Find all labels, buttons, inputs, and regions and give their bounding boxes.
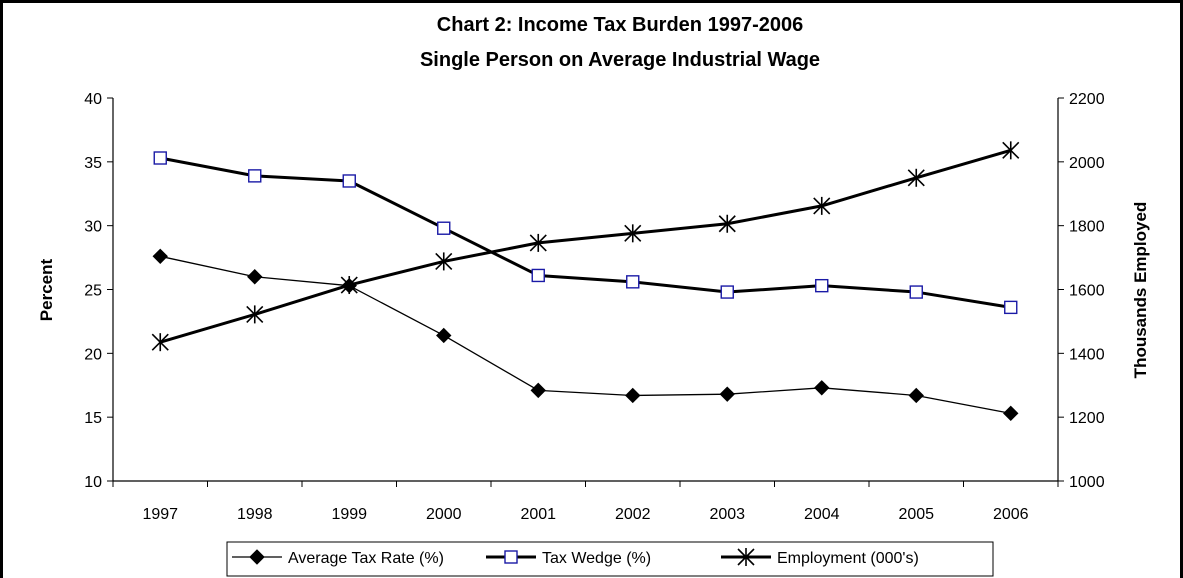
chart-subtitle: Single Person on Average Industrial Wage xyxy=(420,49,820,71)
data-point xyxy=(907,168,925,187)
data-point xyxy=(813,196,831,215)
x-tick-label: 1999 xyxy=(331,506,367,523)
y2-tick-label: 1400 xyxy=(1069,346,1105,363)
y-tick-label: 40 xyxy=(84,91,102,108)
legend-box xyxy=(226,541,994,577)
y2-tick-label: 2000 xyxy=(1069,155,1105,172)
data-point xyxy=(152,248,168,265)
y-tick-label: 20 xyxy=(84,346,102,363)
y2-tick-label: 1200 xyxy=(1069,410,1105,427)
y-tick-label: 25 xyxy=(84,283,102,300)
chart-title: Chart 2: Income Tax Burden 1997-2006 xyxy=(437,14,803,36)
series-layer xyxy=(151,141,1020,422)
y-tick-label: 35 xyxy=(84,155,102,172)
data-point xyxy=(1003,405,1019,422)
x-tick-label: 1997 xyxy=(142,506,178,523)
y2-tick-label: 2200 xyxy=(1069,91,1105,108)
legend-marker xyxy=(737,548,755,566)
data-point xyxy=(908,387,924,404)
y-axis-label: Percent xyxy=(37,258,56,321)
data-point xyxy=(1004,300,1018,315)
data-point xyxy=(624,224,642,243)
x-tick-label: 2006 xyxy=(993,506,1029,523)
y2-tick-label: 1600 xyxy=(1069,283,1105,300)
legend-label: Employment (000's) xyxy=(777,550,919,567)
x-tick-label: 2002 xyxy=(615,506,651,523)
data-point xyxy=(719,386,735,402)
data-point xyxy=(720,285,734,299)
data-point xyxy=(435,252,453,271)
data-point xyxy=(718,214,736,233)
data-point xyxy=(151,333,169,352)
data-point xyxy=(436,327,452,344)
y-tick-label: 30 xyxy=(84,219,102,236)
data-point xyxy=(529,233,547,252)
y2-axis-label: Thousands Employed xyxy=(1131,202,1150,379)
legend: Average Tax Rate (%) Tax Wedge (%) Employm… xyxy=(226,541,994,577)
y2-tick-label: 1800 xyxy=(1069,219,1105,236)
data-point xyxy=(1002,141,1020,160)
data-point xyxy=(909,285,923,299)
data-point xyxy=(815,278,829,293)
legend-marker xyxy=(249,549,265,565)
legend-marker xyxy=(504,550,518,564)
series-line-3 xyxy=(159,148,1012,344)
series-line-1 xyxy=(160,255,1011,414)
y2-tick-label: 1000 xyxy=(1069,474,1105,491)
data-point xyxy=(437,221,451,235)
data-point xyxy=(248,169,262,183)
x-tick-label: 2005 xyxy=(898,506,934,523)
data-point xyxy=(342,174,356,188)
data-point xyxy=(814,380,830,396)
data-point xyxy=(530,382,546,399)
x-tick-label: 2001 xyxy=(520,506,556,523)
y-tick-label: 15 xyxy=(84,410,102,427)
data-point xyxy=(340,276,358,295)
x-tick-label: 2000 xyxy=(426,506,462,523)
data-point xyxy=(247,269,263,285)
x-tick-label: 2003 xyxy=(709,506,745,523)
series-line-2 xyxy=(159,156,1011,309)
data-point xyxy=(626,275,640,289)
data-point xyxy=(625,387,641,404)
axes: 10 15 20 25 30 35 40 1000 1200 1400 1600 1800 2000 22… xyxy=(84,91,1104,523)
data-point xyxy=(153,151,167,165)
data-point xyxy=(246,305,264,324)
x-tick-label: 2004 xyxy=(804,506,840,523)
legend-label: Tax Wedge (%) xyxy=(542,550,651,567)
legend-label: Average Tax Rate (%) xyxy=(288,550,444,567)
y-tick-label: 10 xyxy=(84,474,102,491)
x-tick-label: 1998 xyxy=(237,506,273,523)
data-point xyxy=(531,268,545,283)
